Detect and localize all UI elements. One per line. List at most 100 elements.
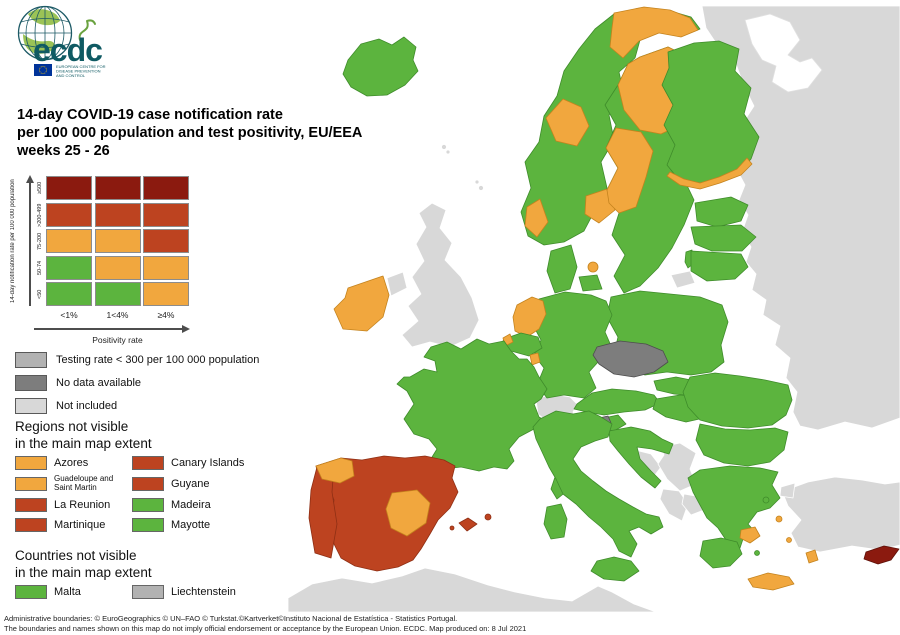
- map-ireland: [333, 275, 390, 332]
- map-france: [396, 338, 552, 472]
- matrix-col-labels: <1% 1<4% ≥4%: [46, 310, 189, 321]
- legend-label: La Reunion: [54, 498, 111, 511]
- legend-label: Liechtenstein: [171, 585, 236, 598]
- status-legend-item: No data available: [15, 374, 259, 391]
- matrix-row-label: <50: [37, 289, 43, 299]
- map-menorca: [484, 513, 492, 521]
- map-peloponnese: [699, 537, 743, 569]
- legend-label: Guyane: [171, 477, 210, 490]
- status-legend-item: Testing rate < 300 per 100 000 populatio…: [15, 351, 259, 368]
- legend-label: Testing rate < 300 per 100 000 populatio…: [56, 353, 260, 366]
- legend-label: Mayotte: [171, 518, 211, 531]
- legend-label: Guadeloupe and Saint Martin: [54, 474, 114, 492]
- map-greece: [687, 465, 781, 549]
- rate-positivity-matrix-legend: 14-day notification rate per 100 000 pop…: [10, 172, 225, 352]
- legend-item: Malta: [15, 584, 132, 599]
- matrix-cell: [94, 176, 141, 200]
- matrix-cell: [46, 202, 92, 227]
- x-axis-arrow-icon: [182, 324, 190, 333]
- map-sardinia: [543, 503, 568, 540]
- y-axis-line: [29, 182, 31, 306]
- legend-label: No data available: [56, 376, 142, 389]
- map-copenhagen: [587, 261, 599, 273]
- status-legend-item: Not included: [15, 397, 259, 414]
- map-shetland: [474, 179, 480, 185]
- org-line: DISEASE PREVENTION: [56, 69, 101, 74]
- y-axis-arrow-icon: [25, 175, 34, 183]
- legend-swatch: [132, 455, 164, 470]
- countries-heading-line1: Countries not visible: [15, 548, 137, 563]
- title-line-1: 14-day COVID-19 case notification rate: [17, 107, 283, 123]
- map-white-sea: [744, 13, 823, 93]
- legend-swatch: [15, 455, 47, 470]
- map-aegean-island: [775, 515, 783, 523]
- map-denmark: [546, 244, 578, 294]
- legend-swatch: [15, 476, 47, 491]
- matrix-y-axis-label: 14-day notification rate per 100 000 pop…: [10, 179, 16, 303]
- matrix-cell: [143, 282, 189, 306]
- matrix-cell: [46, 282, 92, 306]
- countries-heading-line2: in the main map extent: [15, 564, 152, 580]
- legend-item: Martinique: [15, 517, 132, 532]
- title-line-3: weeks 25 - 26: [17, 143, 110, 159]
- map-montenegro-albania: [659, 488, 689, 522]
- matrix-cell: [94, 282, 141, 306]
- eu-flag-stars: [38, 65, 48, 75]
- matrix-cells: [46, 176, 189, 306]
- matrix-cell: [94, 255, 141, 280]
- title-line-2: per 100 000 population and test positivi…: [17, 125, 363, 141]
- map-lithuania: [690, 250, 749, 282]
- map-attica: [739, 526, 761, 544]
- map-czechia: [592, 340, 669, 378]
- matrix-cell: [94, 229, 141, 253]
- legend-item: Madeira: [132, 497, 282, 512]
- map-aegean-island: [754, 550, 760, 556]
- eu-flag-icon: [34, 64, 52, 76]
- map-norway-central: [545, 98, 590, 147]
- legend-swatch: [15, 517, 47, 532]
- matrix-x-axis-label: Positivity rate: [92, 335, 143, 345]
- map-russia-east: [701, 5, 900, 431]
- map-bulgaria: [695, 423, 789, 467]
- legend-swatch: [15, 497, 47, 512]
- ecdc-wordmark: ecdc: [33, 32, 102, 68]
- map-latvia: [690, 224, 757, 252]
- legend-swatch: [15, 397, 47, 414]
- map-title: 14-day COVID-19 case notification rate p…: [17, 106, 362, 160]
- map-kaliningrad: [670, 270, 696, 289]
- map-denmark-islands: [578, 274, 603, 292]
- legend-label: Not included: [56, 399, 118, 412]
- legend-swatch: [15, 584, 47, 599]
- legend-swatch: [132, 497, 164, 512]
- matrix-cell: [46, 255, 92, 280]
- matrix-row-label: >200-499: [37, 202, 43, 227]
- map-crete: [747, 572, 795, 591]
- map-istanbul: [779, 482, 796, 499]
- matrix-col-label: ≥4%: [157, 310, 175, 320]
- matrix-cell: [143, 229, 189, 253]
- legend-item: Liechtenstein: [132, 584, 282, 599]
- matrix-row-label: ≥500: [37, 181, 43, 195]
- map-estonia: [694, 196, 749, 228]
- map-sweden-central: [605, 127, 654, 214]
- legend-swatch: [132, 584, 164, 599]
- matrix-cell: [143, 176, 189, 200]
- legend-swatch: [15, 374, 47, 391]
- footer-line-2: The boundaries and names shown on this m…: [4, 623, 527, 633]
- regions-heading-line2: in the main map extent: [15, 435, 152, 451]
- legend-item: Mayotte: [132, 517, 282, 532]
- map-serbia: [657, 442, 697, 492]
- globe-land: [23, 34, 56, 54]
- map-rhodes: [805, 549, 819, 564]
- matrix-cell: [94, 202, 141, 227]
- matrix-cell: [46, 176, 92, 200]
- legend-item: Guadeloupe and Saint Martin: [15, 474, 132, 492]
- map-aegean-island: [786, 537, 792, 543]
- matrix-cell: [46, 229, 92, 253]
- map-ibiza: [449, 525, 455, 531]
- regions-heading-line1: Regions not visible: [15, 419, 129, 434]
- map-spain-castilla: [385, 489, 431, 537]
- countries-section-heading: Countries not visible in the main map ex…: [15, 548, 152, 581]
- map-northern-ireland: [386, 271, 408, 297]
